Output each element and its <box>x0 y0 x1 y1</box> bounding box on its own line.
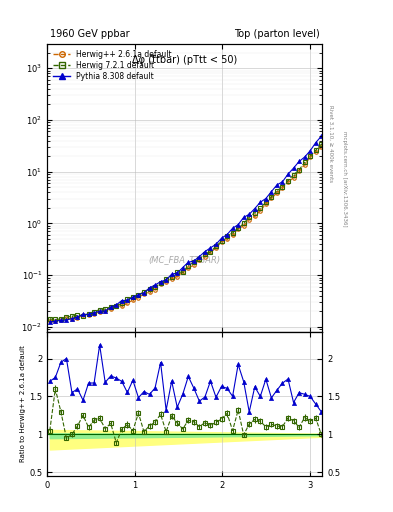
Text: Top (parton level): Top (parton level) <box>234 29 320 39</box>
Text: Rivet 3.1.10, ≥ 400k events: Rivet 3.1.10, ≥ 400k events <box>328 105 333 182</box>
Text: mcplots.cern.ch [arXiv:1306.3436]: mcplots.cern.ch [arXiv:1306.3436] <box>342 132 347 227</box>
Legend: Herwig++ 2.6.1a default, Herwig 7.2.1 default, Pythia 8.308 default: Herwig++ 2.6.1a default, Herwig 7.2.1 de… <box>51 47 174 83</box>
Y-axis label: Ratio to Herwig++ 2.6.1a default: Ratio to Herwig++ 2.6.1a default <box>20 346 26 462</box>
Text: Δφ (t̅tbar) (pTtt < 50): Δφ (t̅tbar) (pTtt < 50) <box>132 55 237 65</box>
Text: (MC_FBA_TTBAR): (MC_FBA_TTBAR) <box>149 255 221 264</box>
Text: 1960 GeV ppbar: 1960 GeV ppbar <box>50 29 130 39</box>
